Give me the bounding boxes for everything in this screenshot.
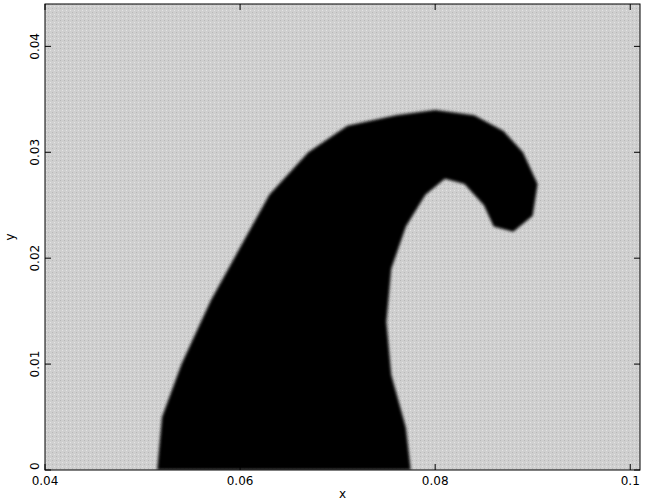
x-tick-label: 0.04 [32, 474, 59, 488]
x-tick [630, 4, 631, 10]
y-tick [45, 46, 51, 47]
y-tick [634, 258, 640, 259]
x-tick [435, 464, 436, 470]
y-axis-title: y [3, 233, 17, 240]
data-layer [157, 110, 537, 470]
chart: 0.04 0.06 0.08 0.1 0 0.01 0.02 0.03 0.04 x y [0, 0, 653, 503]
x-tick [240, 464, 241, 470]
x-tick [45, 4, 46, 10]
y-tick [634, 470, 640, 471]
x-tick [45, 464, 46, 470]
y-tick [45, 470, 51, 471]
x-tick-label: 0.06 [227, 474, 254, 488]
x-tick [240, 4, 241, 10]
region [157, 110, 537, 470]
x-axis-title: x [339, 487, 346, 501]
frame [45, 4, 640, 470]
y-tick [634, 46, 640, 47]
y-tick [634, 364, 640, 365]
y-tick [45, 258, 51, 259]
x-tick-label: 0.08 [422, 474, 449, 488]
x-tick [630, 464, 631, 470]
y-tick-label: 0.01 [28, 351, 42, 378]
y-tick [45, 364, 51, 365]
x-tick-label: 0.1 [621, 474, 640, 488]
y-tick-label: 0.04 [28, 33, 42, 60]
x-tick [435, 4, 436, 10]
y-tick [45, 152, 51, 153]
y-tick-label: 0.02 [28, 245, 42, 272]
y-tick-label: 0 [28, 462, 42, 470]
y-tick-label: 0.03 [28, 139, 42, 166]
plot-background [45, 4, 640, 470]
y-tick [634, 152, 640, 153]
